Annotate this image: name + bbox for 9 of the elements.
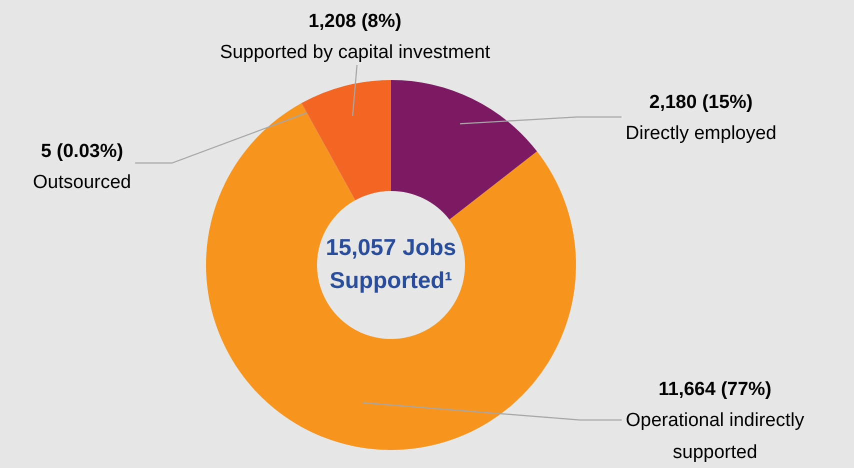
slice-label: Operational indirectly supported <box>626 410 805 464</box>
text: 15,057 Jobs Supported¹ <box>326 234 456 293</box>
data-label: 5 (0.03%) <box>40 141 124 162</box>
data-label: 1,208 (8%) <box>308 11 402 32</box>
data-label: 2,180 (15%) <box>649 92 753 114</box>
slice-label: Directly employed <box>626 123 776 144</box>
slice-label: Outsourced <box>32 172 132 194</box>
slice-label: Supported by capital investment <box>220 42 491 64</box>
data-label: 11,664 (77%) <box>658 379 772 400</box>
